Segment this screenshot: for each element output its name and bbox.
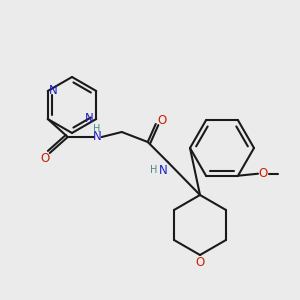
Text: O: O [40, 152, 50, 164]
Text: N: N [92, 130, 101, 143]
Text: N: N [48, 85, 57, 98]
Text: N: N [85, 112, 94, 125]
Text: O: O [195, 256, 205, 268]
Text: H: H [93, 124, 100, 134]
Text: N: N [158, 164, 167, 176]
Text: H: H [150, 165, 158, 175]
Text: O: O [157, 115, 167, 128]
Text: O: O [258, 167, 268, 180]
